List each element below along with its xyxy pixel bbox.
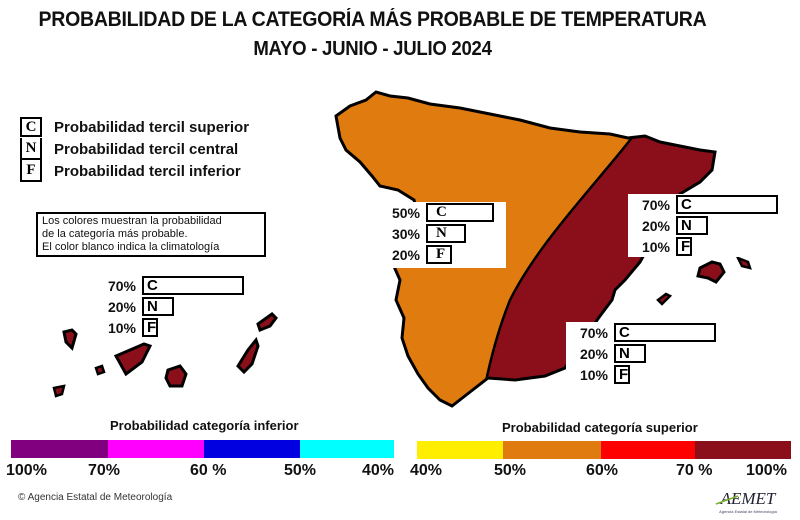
legend-label: Probabilidad tercil central [54,140,239,158]
pct-c: 50% [391,204,420,221]
island-ibiza [656,292,673,306]
island-menorca [735,255,752,270]
scale-swatch [108,440,204,458]
pct-c: 70% [107,277,136,294]
scale-swatch [503,441,601,459]
logo-subtitle: Agencia Estatal de Meteorología [719,509,778,514]
note-line: de la categoría más probable. [42,228,188,240]
scale-inferior-title: Probabilidad categoría inferior [110,418,299,433]
aemet-logo: AEMET Agencia Estatal de Meteorología [715,489,778,514]
region-boundary [480,129,639,401]
island-la-palma [62,328,78,351]
bar-c: C [676,195,778,214]
island-lanzarote [256,312,278,332]
scale-inferior-bar [11,440,394,458]
legend-item-superior: C Probabilidad tercil superior [20,116,249,138]
pct-f: 20% [391,246,420,263]
color-note: Los colores muestran la probabilidad de … [36,212,266,257]
pct-n: 20% [107,298,136,315]
legend-item-central: N Probabilidad tercil central [20,138,249,160]
copyright-text: © Agencia Estatal de Meteorología [18,492,173,503]
scale-superior-bar [417,441,791,459]
scale-swatch [695,441,791,459]
bar-f: F [614,365,630,384]
tick-label: 70 % [676,462,713,479]
scale-swatch [204,440,300,458]
tick-label: 40% [362,462,395,479]
prob-box-canarias: 70% C 20% N 10% F [94,275,244,338]
island-gran-canaria [164,364,188,388]
legend-code-c: C [20,117,42,137]
pct-c: 70% [641,196,670,213]
map-subtitle: MAYO - JUNIO - JULIO 2024 [253,38,492,60]
bar-c: C [426,203,494,222]
pct-n: 30% [391,225,420,242]
bar-n: N [142,297,174,316]
pct-n: 20% [641,217,670,234]
bar-n: N [614,344,646,363]
bar-n: N [676,216,708,235]
pct-f: 10% [641,238,670,255]
bar-f: F [142,318,158,337]
legend-item-inferior: F Probabilidad tercil inferior [20,160,249,182]
legend-label: Probabilidad tercil inferior [54,162,241,180]
tick-label: 100% [6,462,47,479]
note-line: Los colores muestran la probabilidad [42,215,222,227]
logo-text: AEMET [720,489,777,508]
scale-swatch [601,441,695,459]
island-fuerteventura [236,336,260,375]
scale-swatch [300,440,394,458]
legend-code-n: N [20,138,42,160]
scale-swatch [11,440,108,458]
pct-c: 70% [579,324,608,341]
prob-box-noreste: 70% C 20% N 10% F [628,194,800,257]
pct-f: 10% [107,319,136,336]
bar-n: N [426,224,466,243]
map-title: PROBABILIDAD DE LA CATEGORÍA MÁS PROBABL… [38,8,707,31]
note-line: El color blanco indica la climatología [42,241,220,253]
prob-box-oeste: 50% C 30% N 20% F [384,202,506,268]
bar-c: C [614,323,716,342]
scale-superior-title: Probabilidad categoría superior [502,420,698,435]
island-tenerife [113,342,153,377]
legend-label: Probabilidad tercil superior [54,118,250,136]
scale-swatch [417,441,503,459]
tick-label: 60% [586,462,619,479]
logo-swoosh [715,495,739,505]
bar-f: F [426,245,452,264]
tercile-legend: C Probabilidad tercil superior N Probabi… [20,116,249,182]
island-mallorca [696,260,726,284]
island-el-hierro [52,384,66,398]
tick-label: 50% [494,462,527,479]
pct-n: 20% [579,345,608,362]
prob-box-sureste: 70% C 20% N 10% F [566,322,716,385]
island-la-gomera [94,364,106,376]
legend-code-f: F [20,160,42,182]
bar-c: C [142,276,244,295]
bar-f: F [676,237,692,256]
tick-label: 70% [88,462,121,479]
tick-label: 60 % [190,462,227,479]
tick-label: 50% [284,462,317,479]
tick-label: 40% [410,462,443,479]
tick-label: 100% [746,462,787,479]
pct-f: 10% [579,366,608,383]
